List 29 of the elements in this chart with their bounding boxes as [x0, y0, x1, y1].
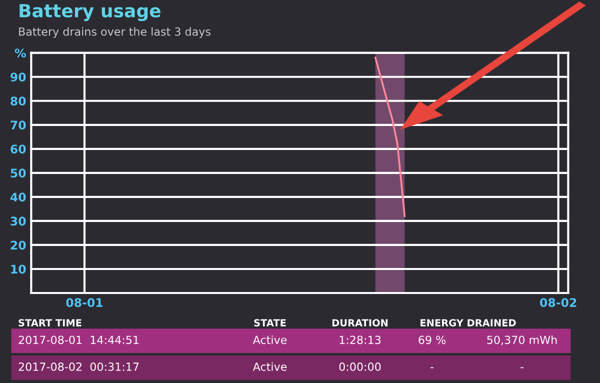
text: Active — [252, 362, 287, 371]
y-tick-label: 40 — [10, 192, 26, 202]
text: 2017-08-02 00:31:17 — [18, 362, 139, 371]
x-tick-label: 08-01 — [66, 298, 103, 307]
text: START TIME — [18, 319, 82, 326]
text: 50,370 mWh — [487, 335, 557, 346]
y-tick-label: 60 — [10, 144, 26, 154]
y-tick-label: 20 — [10, 240, 26, 250]
text: - — [520, 367, 524, 368]
y-tick-label: 30 — [10, 216, 26, 226]
y-tick-label: 10 — [11, 264, 26, 274]
y-tick-label: 80 — [10, 96, 26, 106]
y-tick-label: % — [14, 48, 26, 58]
text: Active — [252, 335, 287, 344]
text: 2017-08-01 14:44:51 — [18, 336, 139, 344]
y-tick-label: 50 — [10, 168, 26, 178]
y-tick-label: 90 — [10, 72, 26, 82]
chart-subtitle: Battery drains over the last 3 days — [19, 27, 210, 38]
line-series — [374, 56, 406, 218]
chart-title: Battery usage — [20, 4, 160, 22]
y-tick-label: 70 — [10, 120, 26, 130]
text: 69 % — [418, 336, 446, 344]
text: DURATION — [332, 319, 388, 326]
x-tick-label: 08-02 — [540, 298, 576, 307]
text: STATE — [254, 319, 286, 326]
text: 1:28:13 — [340, 336, 381, 344]
text: 0:00:00 — [339, 362, 381, 371]
text: ENERGY DRAINED — [420, 319, 516, 326]
text: - — [430, 367, 434, 368]
